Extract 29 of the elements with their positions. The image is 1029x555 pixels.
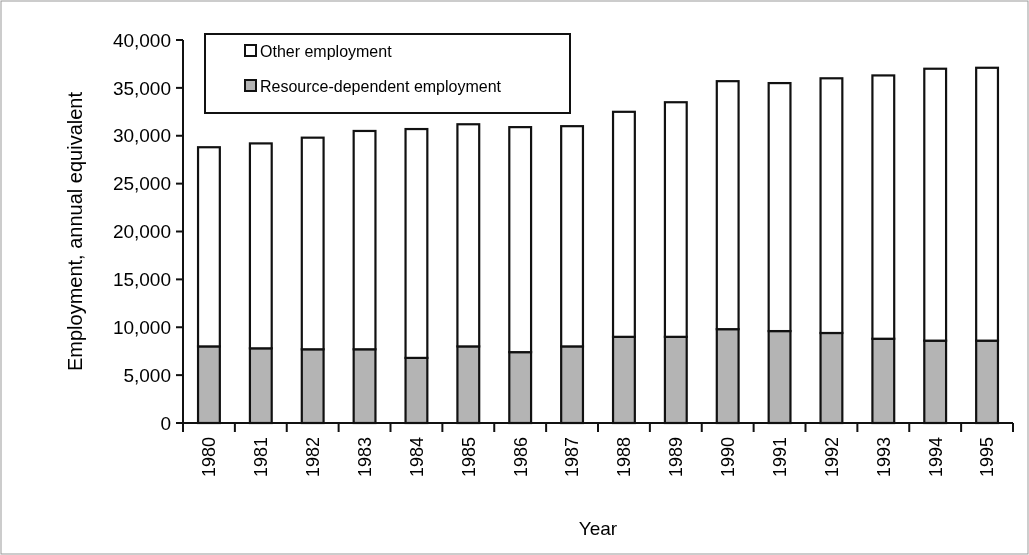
x-tick-label: 1987 (562, 437, 583, 478)
x-tick-label: 1991 (769, 437, 790, 478)
y-tick-label: 10,000 (112, 316, 171, 338)
y-tick-label: 5,000 (123, 364, 171, 386)
x-tick-label: 1990 (717, 437, 738, 478)
x-tick-label: 1980 (199, 437, 220, 478)
y-tick-label: 25,000 (112, 173, 171, 195)
x-tick-label: 1993 (873, 437, 894, 478)
x-tick-label: 1981 (251, 437, 272, 478)
x-tick-label: 1982 (302, 437, 323, 478)
legend-label: Other employment (260, 42, 393, 60)
x-tick-label: 1983 (354, 437, 375, 478)
x-tick-label: 1992 (821, 437, 842, 478)
y-tick-label: 30,000 (112, 125, 171, 147)
y-tick-label: 20,000 (112, 221, 171, 243)
x-tick-label: 1995 (977, 437, 998, 478)
x-tick-label: 1986 (510, 437, 531, 478)
x-tick-label: 1988 (614, 437, 635, 478)
x-axis-title: Year (578, 518, 618, 539)
legend-label: Resource-dependent employment (260, 77, 502, 95)
y-tick-label: 35,000 (112, 77, 171, 99)
y-tick-label: 0 (160, 412, 171, 434)
x-tick-label: 1984 (406, 437, 427, 478)
y-axis-title: Employment, annual equivalent (64, 91, 86, 372)
y-tick-label: 40,000 (112, 29, 171, 51)
x-tick-label: 1989 (666, 437, 687, 478)
x-tick-label: 1994 (925, 437, 946, 478)
x-tick-label: 1985 (458, 437, 479, 478)
y-tick-label: 15,000 (112, 269, 171, 291)
